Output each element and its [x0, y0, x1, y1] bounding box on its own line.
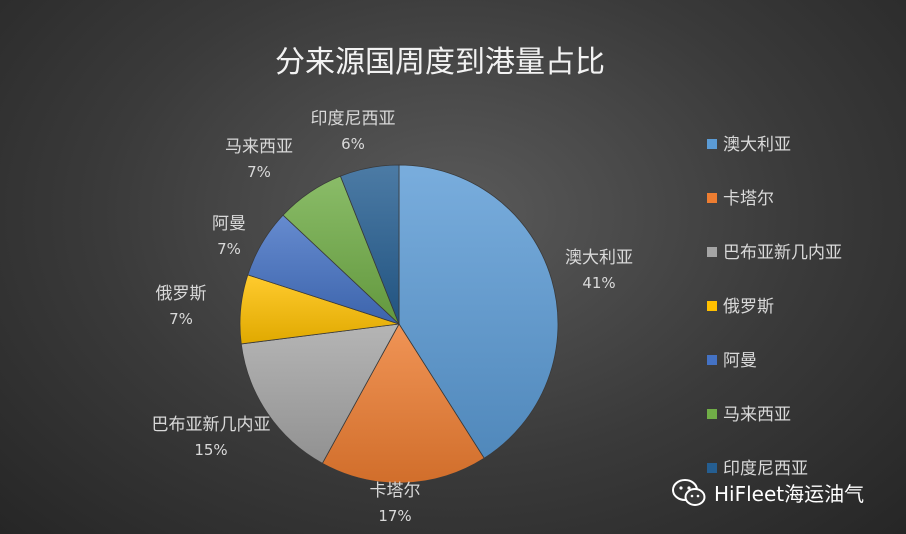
slice-label-value: 7%: [247, 163, 271, 181]
slice-label-name: 巴布亚新几内亚: [152, 415, 271, 435]
slice-label-value: 17%: [378, 507, 411, 525]
slice-label-value: 7%: [169, 310, 193, 328]
legend-label: 巴布亚新几内亚: [723, 243, 842, 263]
pie-slice: [240, 323, 400, 464]
pie-slice: [339, 164, 400, 325]
legend-swatch: [707, 139, 717, 149]
data-labels: 澳大利亚 41% 卡塔尔 17% 巴布亚新几内亚 15% 俄罗斯 7% 阿曼 7% 马来西亚 7% 印度…: [152, 109, 634, 525]
legend-label: 马来西亚: [723, 405, 791, 425]
slice-label-name: 马来西亚: [225, 137, 293, 157]
legend-label: 卡塔尔: [723, 189, 774, 209]
slice-label-value: 15%: [194, 441, 227, 459]
slice-label-name: 俄罗斯: [156, 284, 207, 304]
legend-swatch: [707, 463, 717, 473]
slice-label-name: 卡塔尔: [370, 481, 421, 501]
legend-label: 阿曼: [723, 351, 757, 371]
legend-swatch: [707, 193, 717, 203]
legend-label: 澳大利亚: [723, 135, 791, 155]
pie-slice: [398, 164, 559, 459]
chart-title: 分来源国周度到港量占比: [275, 45, 605, 80]
slice-label-value: 41%: [582, 274, 615, 292]
slice-label-name: 印度尼西亚: [311, 109, 396, 129]
legend-swatch: [707, 355, 717, 365]
slice-label-value: 7%: [217, 240, 241, 258]
legend-swatch: [707, 301, 717, 311]
slice-label-value: 6%: [341, 135, 365, 153]
legend-label: 印度尼西亚: [723, 459, 808, 479]
watermark-text: HiFleet海运油气: [714, 482, 865, 506]
watermark: HiFleet海运油气: [672, 478, 864, 507]
pie-slice: [321, 323, 485, 484]
wechat-icon: [672, 478, 706, 506]
legend-swatch: [707, 247, 717, 257]
slice-label-name: 澳大利亚: [565, 248, 633, 268]
pie-slices: [239, 164, 559, 484]
legend-label: 俄罗斯: [723, 297, 774, 317]
slice-label-name: 阿曼: [212, 214, 246, 234]
legend-swatch: [707, 409, 717, 419]
